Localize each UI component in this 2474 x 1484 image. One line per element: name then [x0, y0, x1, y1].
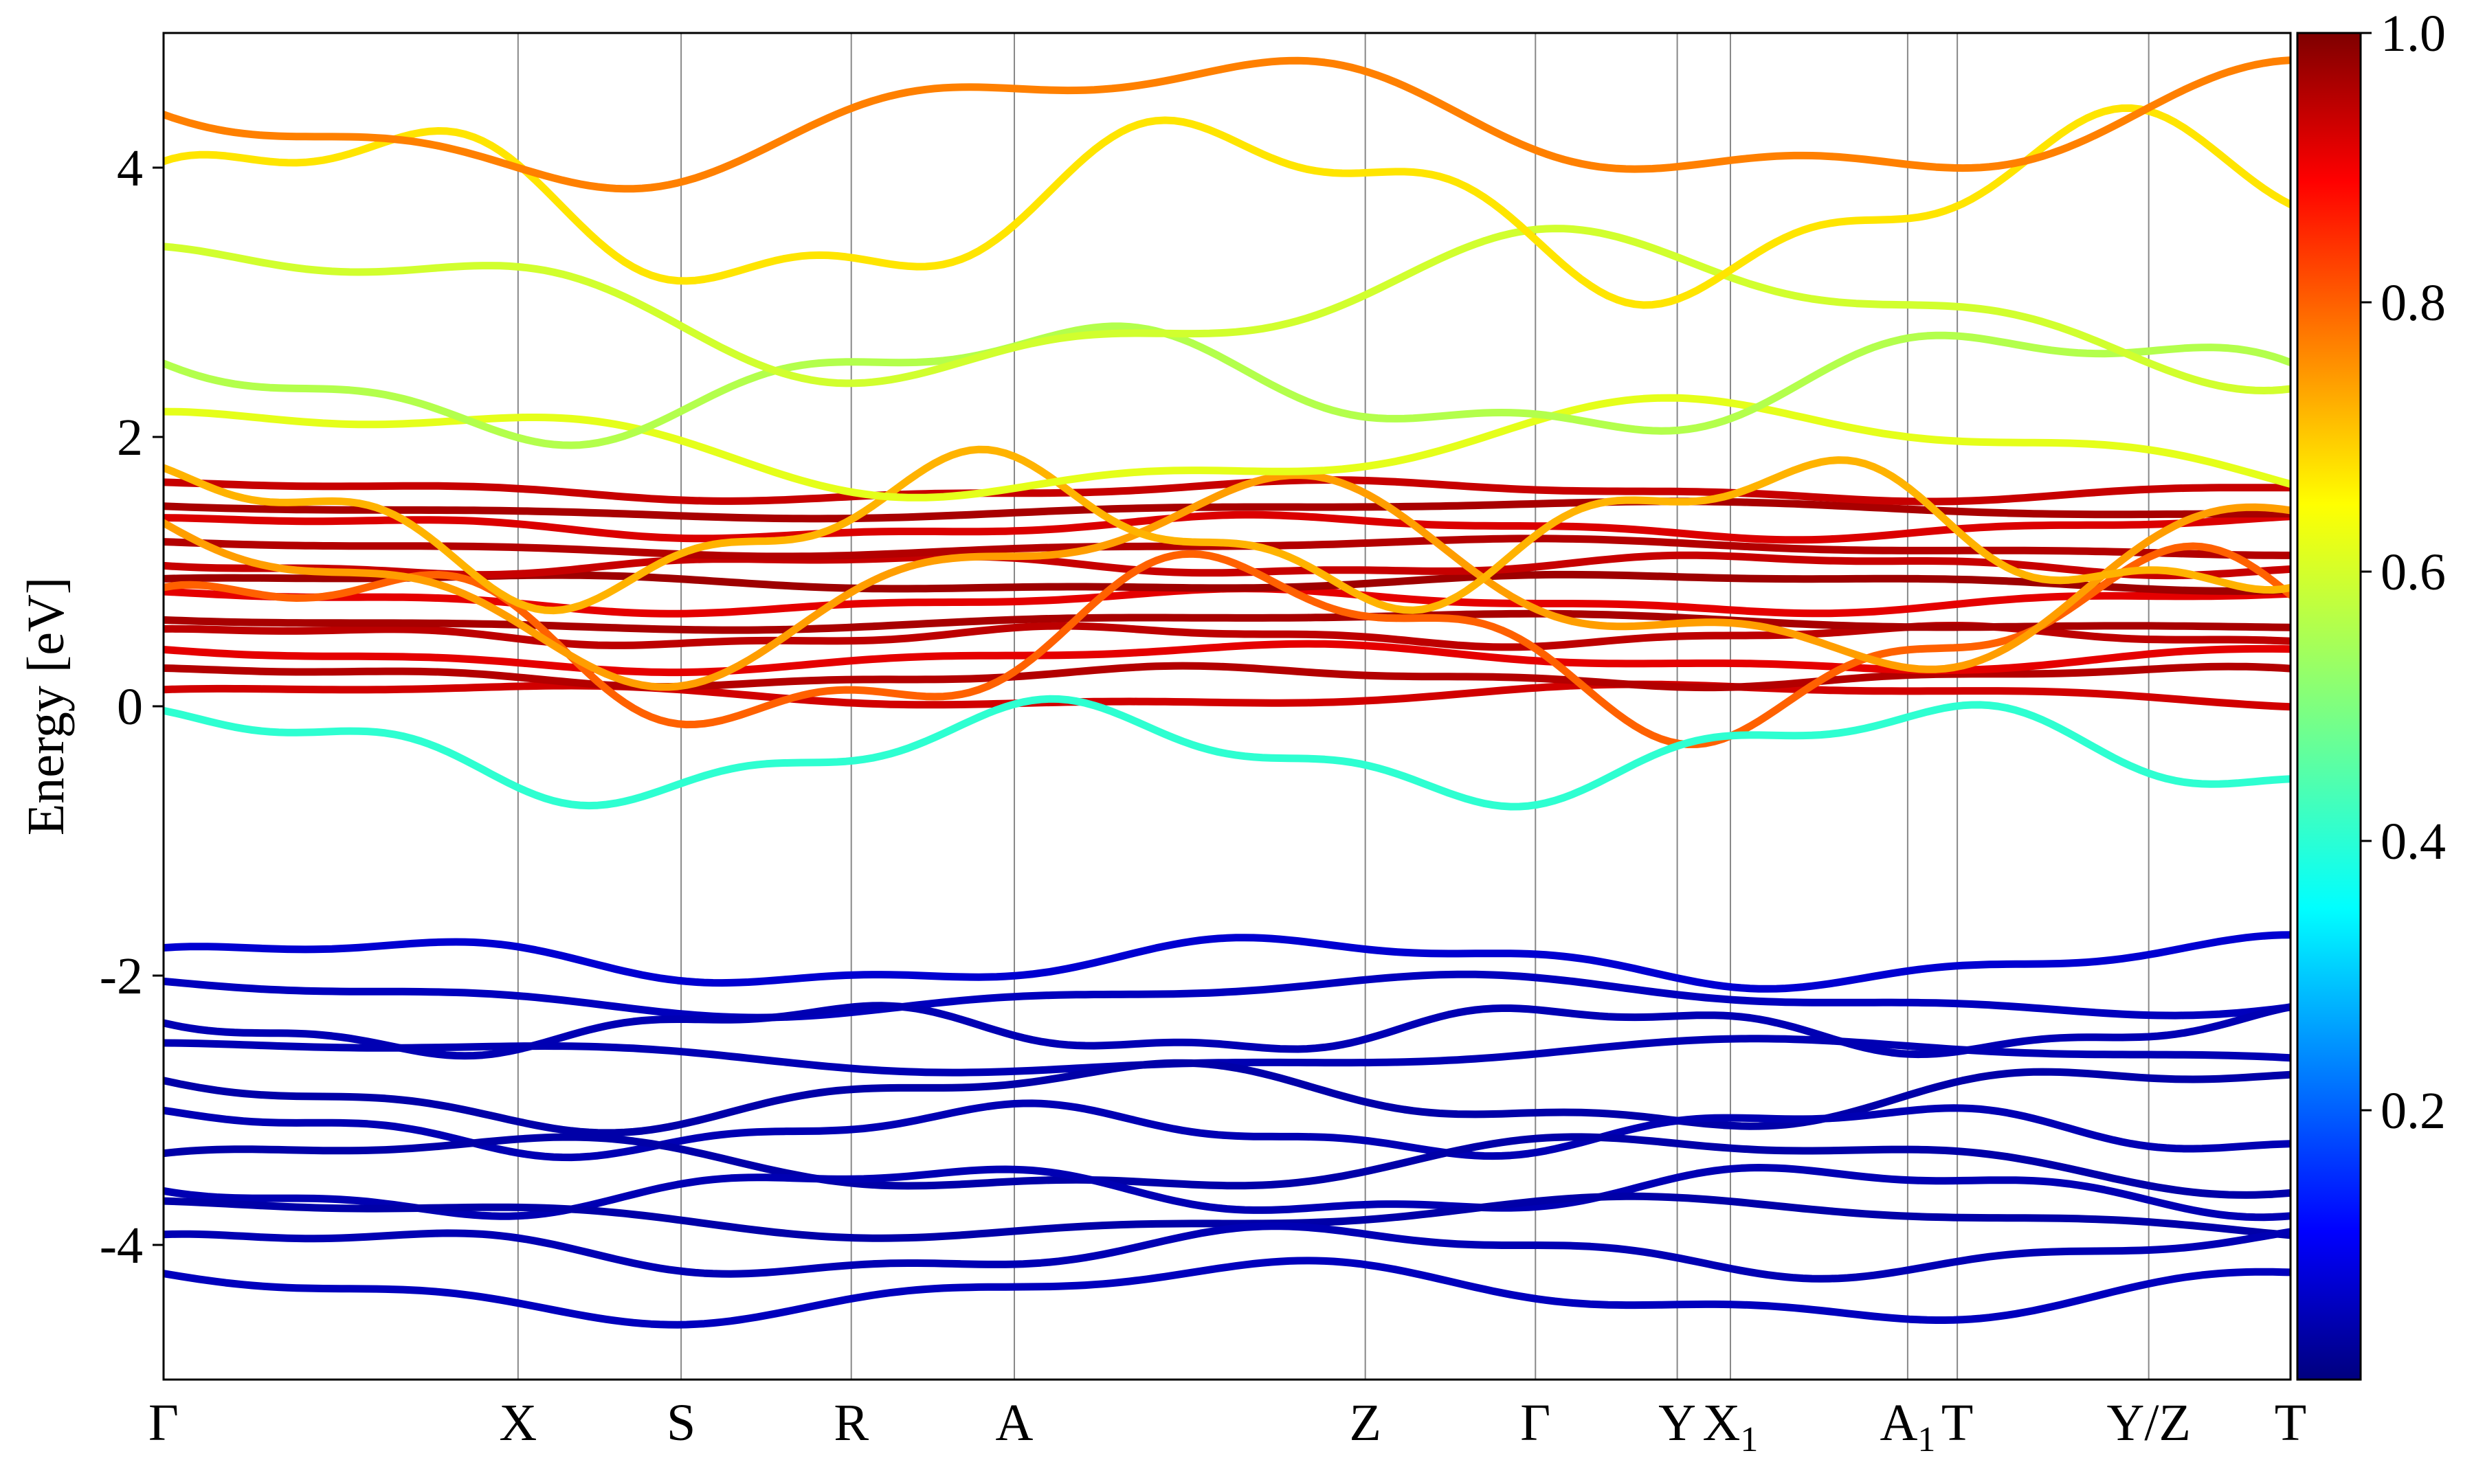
colorbar-ticks: 0.2 0.4 0.6 0.8 1.0	[2361, 5, 2446, 1140]
y-axis-title: Energy [eV]	[17, 577, 75, 835]
x-tick-label: Y	[1658, 1394, 1696, 1452]
plot-area	[162, 32, 2292, 1381]
y-axis: -4 -2 0 2 4	[100, 139, 164, 1274]
band-line	[164, 542, 2291, 748]
x-tick-label: A	[996, 1394, 1034, 1452]
band-line	[164, 510, 2291, 544]
x-tick-label: Γ	[1520, 1394, 1550, 1452]
x-tick-label: S	[667, 1394, 695, 1452]
band-line	[164, 1192, 2291, 1242]
band-line	[164, 1035, 2291, 1077]
band-line	[164, 609, 2291, 634]
band-line	[164, 471, 2291, 691]
band-line	[164, 1133, 2291, 1199]
x-axis: Γ X S R A Z Γ Y X1 A1 T Y/Z T	[148, 1394, 2306, 1459]
colorbar-tick-label: 0.6	[2381, 543, 2446, 601]
band-line	[164, 394, 2291, 502]
y-tick-label: 2	[117, 409, 143, 466]
x-tick-label: T	[1941, 1394, 1973, 1452]
band-line	[164, 445, 2291, 615]
colorbar-tick-label: 1.0	[2381, 5, 2446, 63]
x-tick-label: R	[834, 1394, 869, 1452]
band-line	[164, 970, 2291, 1022]
x-tick-label: A1	[1880, 1394, 1935, 1459]
x-tick-label: X	[499, 1394, 537, 1452]
y-tick-label: 0	[117, 678, 143, 736]
band-line	[164, 680, 2291, 711]
colorbar: 0.2 0.4 0.6 0.8 1.0	[2296, 5, 2446, 1381]
band-line	[164, 931, 2291, 993]
band-line	[164, 551, 2291, 580]
colorbar-tick-label: 0.4	[2381, 813, 2446, 870]
band-line	[164, 1059, 2291, 1137]
colorbar-tick-label: 0.2	[2381, 1082, 2446, 1140]
y-tick-label: -4	[100, 1217, 143, 1274]
y-tick-label: -2	[100, 947, 143, 1005]
band-line	[164, 1099, 2291, 1162]
x-tick-label: T	[2275, 1394, 2306, 1452]
band-line	[164, 1257, 2291, 1329]
y-tick-label: 4	[117, 139, 143, 197]
band-line	[164, 476, 2291, 506]
band-line	[164, 695, 2291, 811]
band-line	[164, 225, 2291, 394]
band-line	[164, 662, 2291, 692]
x-tick-label: X1	[1703, 1394, 1759, 1459]
band-line	[164, 1222, 2291, 1283]
x-tick-label: Z	[1349, 1394, 1381, 1452]
band-line	[164, 56, 2291, 193]
band-line	[164, 104, 2291, 309]
x-tick-label: Y/Z	[2106, 1394, 2190, 1452]
colorbar-gradient	[2296, 32, 2362, 1381]
band-line	[164, 322, 2291, 449]
band-line	[164, 1164, 2291, 1222]
x-tick-label: Γ	[148, 1394, 179, 1452]
colorbar-tick-label: 0.8	[2381, 274, 2446, 332]
band-lines	[164, 56, 2291, 1329]
